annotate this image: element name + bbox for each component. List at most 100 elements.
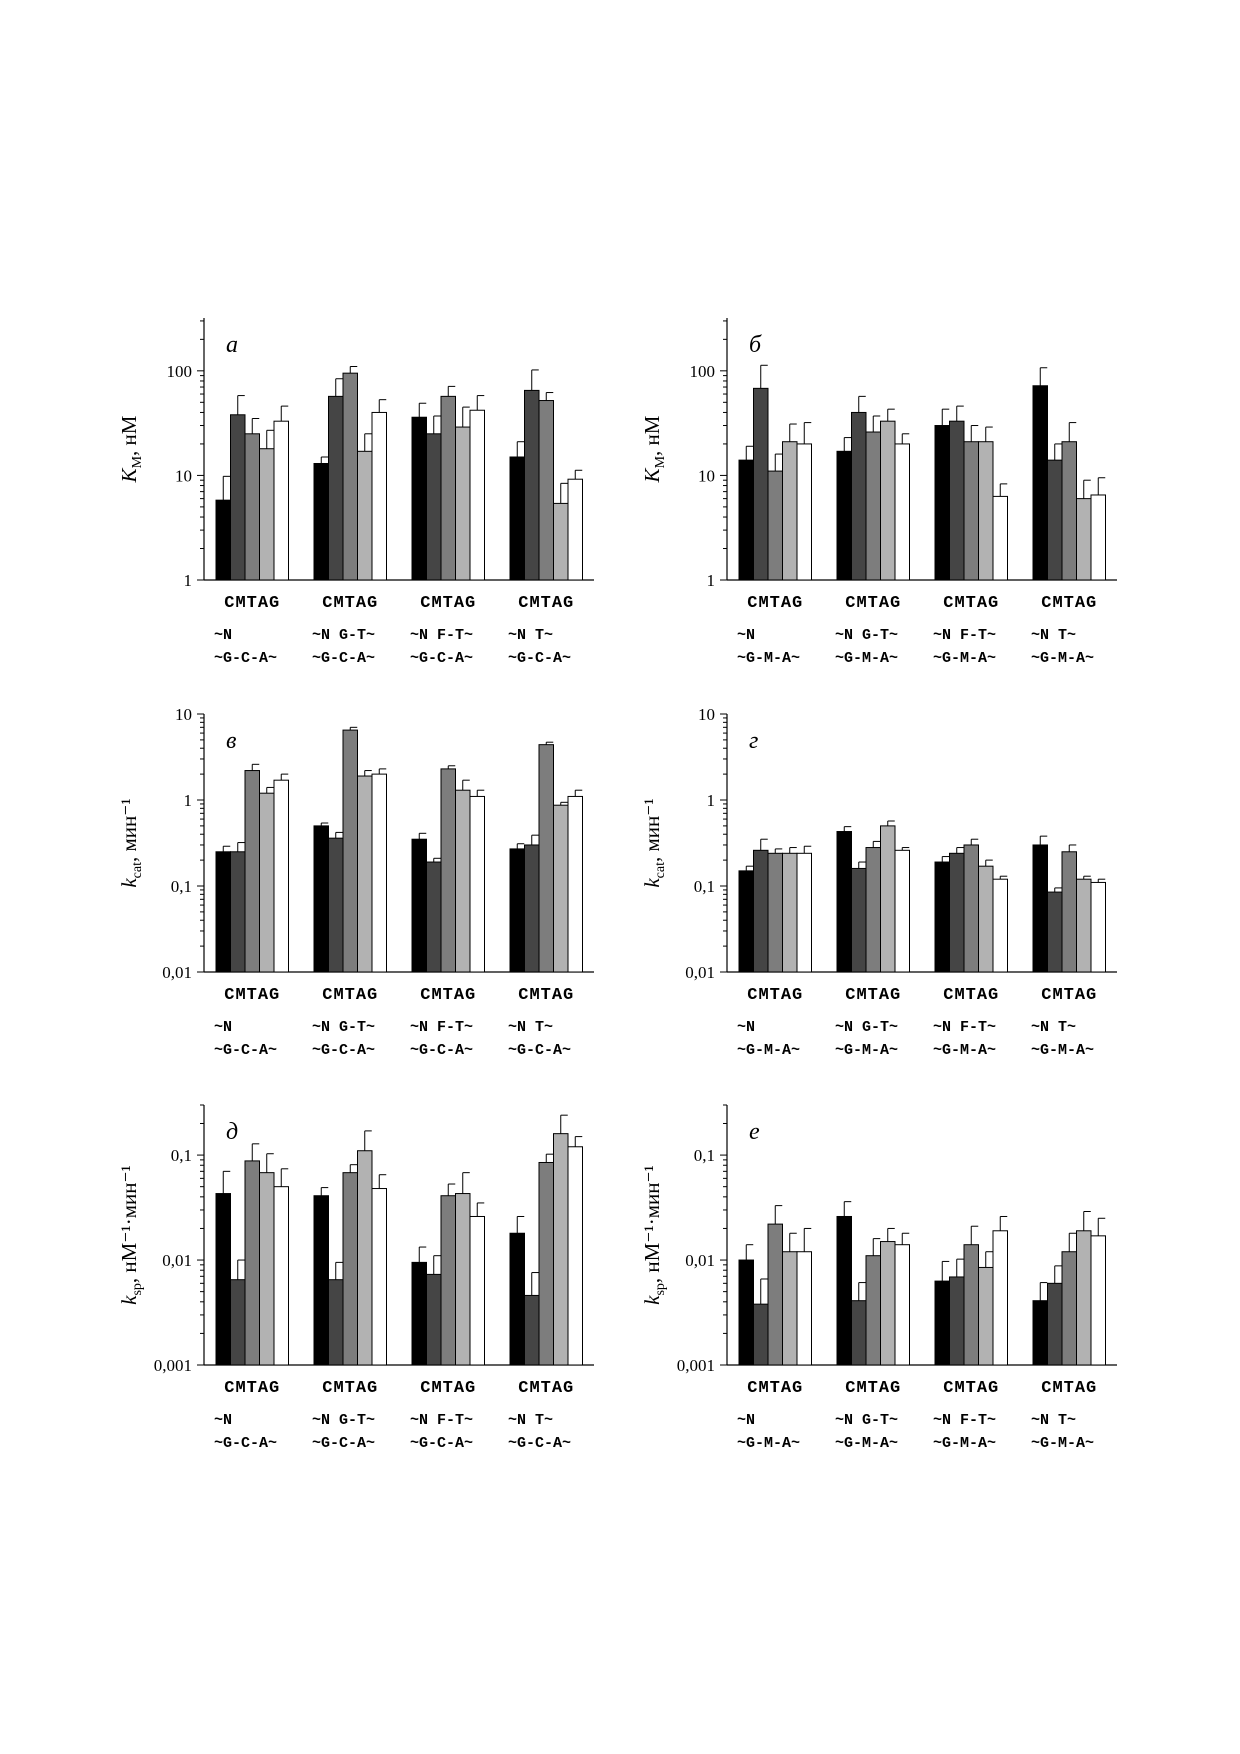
x-tick-label: G [1086, 986, 1097, 1005]
bar-c-group-3 [934, 425, 950, 581]
bar-t-group-1 [244, 433, 260, 581]
x-tick-label: C [420, 1379, 431, 1398]
y-tick-label: 0,001 [154, 1356, 192, 1375]
bar-m-group-1 [230, 851, 246, 973]
bar-t-group-1 [767, 852, 783, 973]
y-tick-label: 0,001 [677, 1356, 715, 1375]
y-tick-label: 0,01 [162, 963, 192, 982]
x-tick-label: M [529, 986, 540, 1005]
x-tick-label: A [1075, 1379, 1086, 1398]
sequence-label: ~G-C-A~ [214, 650, 277, 667]
bar-g-group-4 [567, 795, 583, 973]
bar-t-group-3 [963, 844, 979, 973]
panel-label: а [226, 332, 238, 358]
bar-a-group-4 [553, 502, 569, 581]
y-tick-label: 0,1 [171, 1146, 192, 1165]
bar-t-group-1 [767, 1223, 783, 1366]
x-tick-label: C [943, 986, 954, 1005]
sequence-label: ~N [737, 627, 755, 644]
x-tick-label: M [758, 986, 769, 1005]
x-tick-label: M [1052, 986, 1063, 1005]
sequence-label: ~N T~ [508, 627, 553, 644]
bar-t-group-1 [244, 1160, 260, 1366]
x-tick-label: M [333, 986, 344, 1005]
y-tick-label: 0,1 [694, 877, 715, 896]
sequence-label: ~N [214, 627, 232, 644]
x-tick-label: M [856, 986, 867, 1005]
sequence-label: ~G-M-A~ [737, 650, 800, 667]
y-tick-label: 10 [698, 705, 715, 724]
x-tick-label: T [966, 594, 977, 613]
sequence-label: ~N F-T~ [933, 627, 996, 644]
x-tick-label: M [758, 1379, 769, 1398]
x-tick-label: G [367, 594, 378, 613]
bar-g-group-3 [469, 409, 485, 581]
x-tick-labels: CMTAG [224, 1379, 280, 1398]
x-tick-labels: CMTAG [1041, 1379, 1097, 1398]
bar-c-group-2 [836, 831, 852, 973]
sequence-label: ~G-M-A~ [737, 1435, 800, 1452]
bar-a-group-3 [455, 789, 471, 973]
x-tick-label: G [269, 986, 280, 1005]
x-tick-label: T [770, 986, 781, 1005]
bar-a-group-3 [978, 865, 994, 973]
x-tick-label: T [443, 594, 454, 613]
x-tick-label: T [770, 594, 781, 613]
bar-m-group-2 [851, 867, 867, 973]
bar-c-group-2 [313, 1195, 329, 1366]
x-tick-label: C [322, 1379, 333, 1398]
bar-m-group-2 [328, 1279, 344, 1366]
bar-m-group-1 [230, 414, 246, 581]
bar-c-group-3 [411, 838, 427, 973]
x-tick-label: T [345, 986, 356, 1005]
sequence-label: ~G-M-A~ [835, 650, 898, 667]
bar-c-group-4 [509, 848, 525, 973]
y-axis-label: kcat, мин⁻¹ [117, 798, 145, 887]
y-axis-label: ksp, нМ⁻¹·мин⁻¹ [117, 1165, 145, 1305]
bar-c-group-3 [411, 1261, 427, 1366]
x-tick-label: T [443, 986, 454, 1005]
sequence-label: ~G-M-A~ [1031, 1435, 1094, 1452]
x-tick-label: T [541, 986, 552, 1005]
bar-a-group-1 [259, 792, 275, 973]
bar-g-group-1 [273, 420, 289, 581]
y-tick-label: 0,01 [685, 963, 715, 982]
x-tick-label: C [420, 594, 431, 613]
bar-m-group-2 [851, 1300, 867, 1366]
bar-c-group-1 [215, 499, 231, 581]
bar-m-group-4 [1047, 459, 1063, 581]
x-tick-label: C [224, 986, 235, 1005]
bar-t-group-2 [342, 372, 358, 581]
x-tick-labels: CMTAG [1041, 594, 1097, 613]
x-tick-label: M [431, 1379, 442, 1398]
x-tick-label: G [890, 1379, 901, 1398]
x-tick-label: T [868, 986, 879, 1005]
sequence-label: ~G-C-A~ [410, 1042, 473, 1059]
bar-m-group-1 [753, 1303, 769, 1366]
bar-c-group-2 [313, 462, 329, 581]
bar-t-group-4 [538, 744, 554, 973]
x-tick-label: M [235, 594, 246, 613]
x-tick-label: T [247, 986, 258, 1005]
sequence-label: ~G-M-A~ [835, 1042, 898, 1059]
x-tick-labels: CMTAG [420, 594, 476, 613]
x-tick-label: A [356, 986, 367, 1005]
sequence-label: ~G-C-A~ [508, 650, 571, 667]
bar-t-group-4 [538, 1161, 554, 1366]
bar-t-group-3 [440, 395, 456, 581]
bar-c-group-3 [411, 416, 427, 581]
x-tick-labels: CMTAG [322, 986, 378, 1005]
sequence-label: ~N T~ [508, 1019, 553, 1036]
x-tick-label: A [356, 594, 367, 613]
x-tick-labels: CMTAG [420, 986, 476, 1005]
x-tick-label: C [845, 1379, 856, 1398]
x-tick-label: T [345, 594, 356, 613]
sequence-label: ~G-C-A~ [312, 650, 375, 667]
bar-g-group-2 [894, 849, 910, 973]
x-tick-label: T [345, 1379, 356, 1398]
x-tick-label: G [890, 594, 901, 613]
x-tick-label: A [1075, 594, 1086, 613]
y-axis-label: KM, нМ [640, 415, 668, 483]
bar-a-group-1 [782, 852, 798, 973]
